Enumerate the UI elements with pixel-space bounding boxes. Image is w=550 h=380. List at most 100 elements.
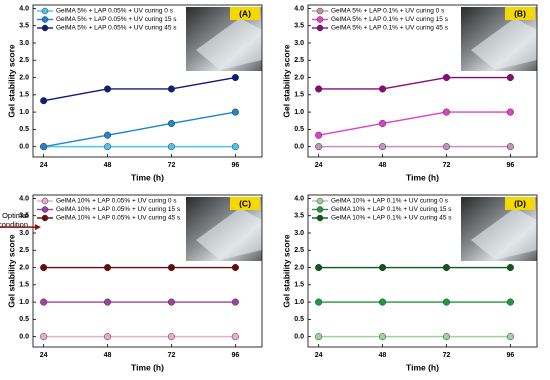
y-tick-label: 4.0 <box>294 5 304 12</box>
legend-label: GelMA 5% + LAP 0.05% + UV curing 15 s <box>56 16 177 23</box>
data-point <box>167 263 176 272</box>
legend-marker <box>316 24 324 32</box>
y-tick-label: 0.0 <box>19 333 29 340</box>
data-point <box>442 263 451 272</box>
legend-label: GelMA 10% + LAP 0.05% + UV curing 0 s <box>56 198 177 205</box>
legend-label: GelMA 5% + LAP 0.1% + UV curing 0 s <box>331 8 445 15</box>
y-axis-label: Gel stability score <box>6 44 16 117</box>
x-tick-label: 72 <box>168 162 176 169</box>
y-axis-label: Gel stability score <box>281 234 291 307</box>
legend-label: GelMA 10% + LAP 0.1% + UV curing 45 s <box>331 215 452 222</box>
data-point <box>40 333 48 341</box>
data-point <box>167 298 176 306</box>
y-tick-label: 2.0 <box>294 264 304 271</box>
data-point <box>379 263 387 272</box>
plot-frame <box>307 194 538 348</box>
x-axis-label: Time (h) <box>131 362 164 372</box>
y-tick-label: 4.0 <box>19 195 29 202</box>
legend-marker <box>316 7 324 15</box>
data-point <box>506 108 514 116</box>
panel-label: (A) <box>239 8 251 18</box>
photo-detail <box>471 18 537 70</box>
data-point <box>167 85 176 93</box>
data-point <box>506 263 514 272</box>
data-point <box>231 143 239 151</box>
photo-detail <box>196 208 262 260</box>
y-tick-label: 3.5 <box>19 23 29 30</box>
legend-label: GelMA 10% + LAP 0.05% + UV curing 45 s <box>56 215 181 222</box>
legend-label: GelMA 10% + LAP 0.1% + UV curing 0 s <box>331 198 449 205</box>
data-point <box>315 143 323 151</box>
x-tick-label: 24 <box>40 162 48 169</box>
y-tick-label: 3.0 <box>294 230 304 237</box>
y-tick-label: 0.5 <box>19 126 29 133</box>
x-tick-label: 48 <box>379 352 387 359</box>
x-tick-label: 48 <box>379 162 387 169</box>
panel-label: (B) <box>514 8 526 18</box>
data-point <box>506 298 514 306</box>
panel-label-box <box>505 197 535 210</box>
y-tick-label: 4.0 <box>294 195 304 202</box>
y-tick-label: 2.0 <box>19 264 29 271</box>
x-axis-label: Time (h) <box>406 172 439 182</box>
legend-marker <box>41 24 49 32</box>
legend-label: GelMA 10% + LAP 0.05% + UV curing 15 s <box>56 206 181 213</box>
data-point <box>379 298 387 306</box>
legend-marker <box>41 214 49 222</box>
data-point <box>379 143 387 151</box>
y-tick-label: 0.5 <box>19 316 29 323</box>
y-tick-label: 1.0 <box>19 109 29 116</box>
data-point <box>40 97 48 105</box>
data-point <box>442 108 451 116</box>
data-point <box>442 298 451 306</box>
data-point <box>167 333 176 341</box>
panel: 0.0 0.5 1.0 1.5 2.0 2.5 3.0 3.5 4.0 24 48 72 96 Time … <box>6 4 263 182</box>
data-point <box>231 298 239 306</box>
annotation: condition <box>0 220 28 229</box>
y-tick-label: 1.0 <box>294 109 304 116</box>
y-tick-label: 0.0 <box>294 333 304 340</box>
data-point <box>104 85 112 93</box>
x-tick-label: 24 <box>315 352 323 359</box>
panel-label-box <box>230 7 260 20</box>
data-point <box>104 298 112 306</box>
y-tick-label: 0.5 <box>294 316 304 323</box>
y-tick-label: 1.5 <box>19 282 29 289</box>
y-tick-label: 0.0 <box>19 143 29 150</box>
legend-marker <box>316 214 324 222</box>
data-point <box>104 143 112 151</box>
y-tick-label: 1.5 <box>294 282 304 289</box>
x-tick-label: 24 <box>315 162 323 169</box>
x-tick-label: 48 <box>104 162 112 169</box>
data-point <box>167 119 176 128</box>
data-point <box>506 143 514 151</box>
data-point <box>442 143 451 151</box>
plot-frame <box>307 4 538 158</box>
legend-marker <box>41 16 49 23</box>
x-axis-label: Time (h) <box>131 172 164 182</box>
legend-label: GelMA 5% + LAP 0.05% + UV curing 45 s <box>56 25 177 32</box>
y-tick-label: 2.5 <box>294 247 304 254</box>
x-tick-label: 72 <box>168 352 176 359</box>
data-point <box>506 333 514 341</box>
y-tick-label: 1.5 <box>294 92 304 99</box>
y-tick-label: 1.0 <box>294 299 304 306</box>
annotation-arrowhead <box>35 224 41 231</box>
photo-detail <box>196 18 262 70</box>
data-point <box>315 298 323 306</box>
legend-marker <box>316 16 324 23</box>
legend-label: GelMA 10% + LAP 0.1% + UV curing 15 s <box>331 206 452 213</box>
data-point <box>231 333 239 341</box>
panel: 0.0 0.5 1.0 1.5 2.0 2.5 3.0 3.5 4.0 24 48 72 96 Time … <box>281 4 538 182</box>
legend-marker <box>41 206 49 213</box>
x-tick-label: 72 <box>443 162 451 169</box>
data-point <box>40 298 48 306</box>
data-point <box>40 263 48 272</box>
y-tick-label: 3.0 <box>19 230 29 237</box>
y-tick-label: 0.5 <box>294 126 304 133</box>
data-point <box>315 85 323 93</box>
legend-label: GelMA 5% + LAP 0.1% + UV curing 45 s <box>331 25 449 32</box>
data-point <box>379 333 387 341</box>
series-line <box>43 76 236 102</box>
y-axis-label: Gel stability score <box>6 234 16 307</box>
